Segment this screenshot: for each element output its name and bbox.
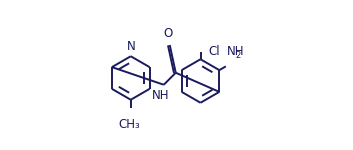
Text: NH: NH — [227, 45, 245, 58]
Text: 2: 2 — [235, 51, 240, 60]
Text: NH: NH — [152, 89, 169, 102]
Text: O: O — [164, 27, 173, 40]
Text: Cl: Cl — [209, 45, 220, 58]
Text: N: N — [126, 39, 135, 52]
Text: CH₃: CH₃ — [118, 118, 140, 131]
